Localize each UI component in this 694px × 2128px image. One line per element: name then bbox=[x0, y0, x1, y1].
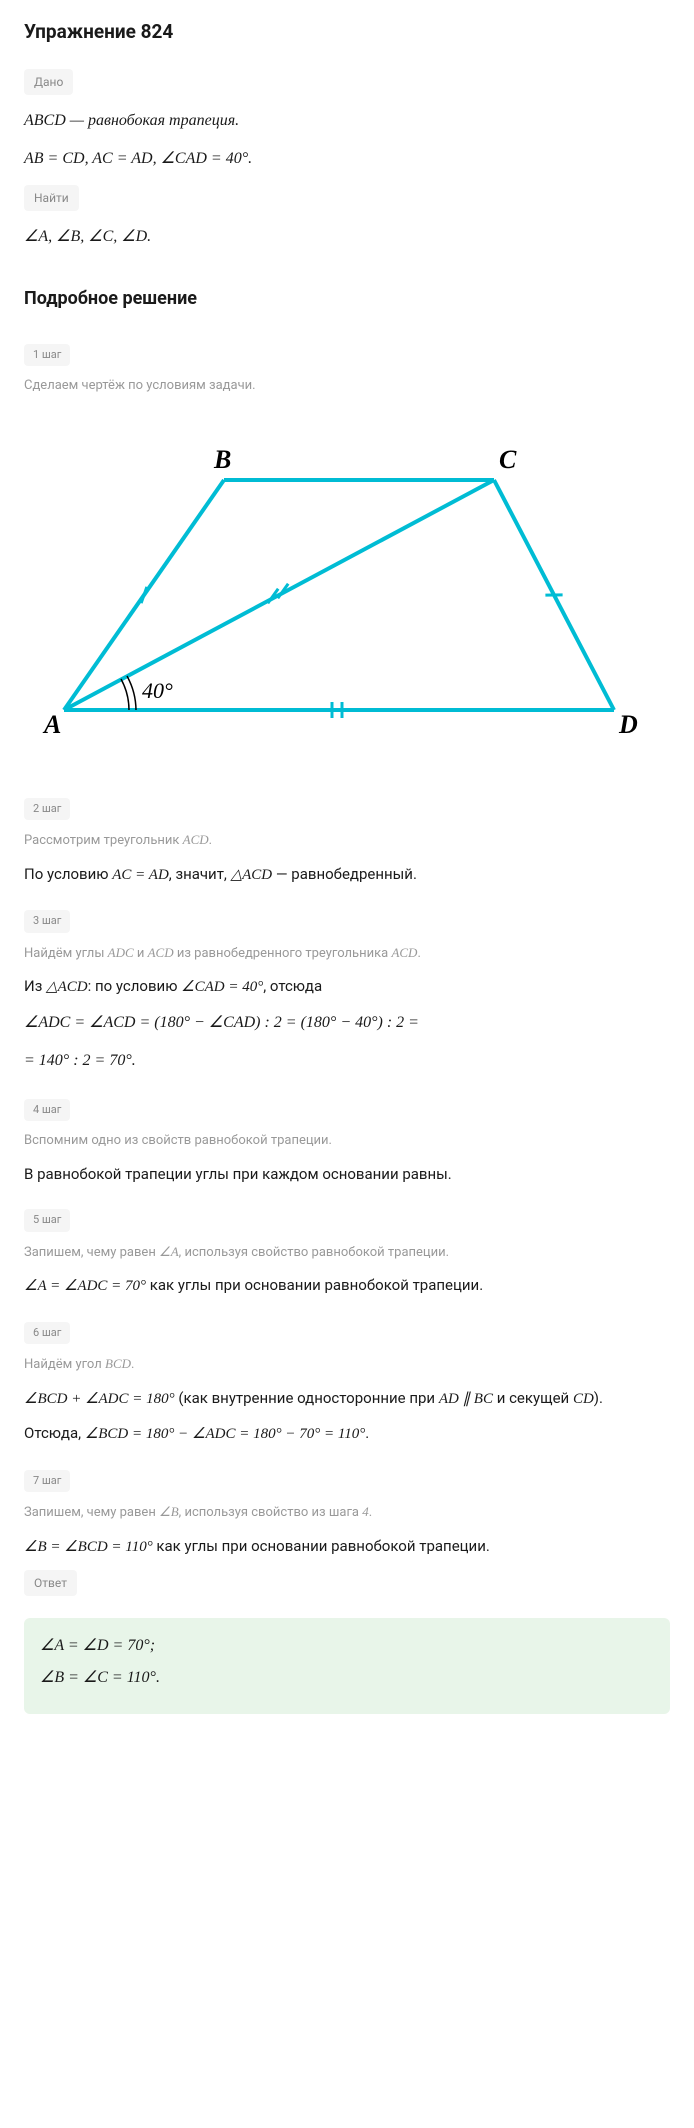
step-2-gray: Рассмотрим треугольник ACD. bbox=[24, 830, 670, 851]
find-label: Найти bbox=[24, 185, 79, 211]
vertex-d-label: D bbox=[618, 710, 638, 739]
step-5-gray: Запишем, чему равен ∠A, используя свойст… bbox=[24, 1242, 670, 1263]
step-2-text: По условию AC = AD, значит, △ACD — равно… bbox=[24, 863, 670, 887]
step-4-text: В равнобокой трапеции углы при каждом ос… bbox=[24, 1163, 670, 1186]
step-1-gray: Сделаем чертёж по условиям задачи. bbox=[24, 376, 670, 396]
vertex-a-label: A bbox=[42, 710, 61, 739]
vertex-b-label: B bbox=[213, 445, 231, 474]
step-7-label: 7 шаг bbox=[24, 1470, 70, 1493]
step-2-label: 2 шаг bbox=[24, 798, 70, 821]
step-3-line-3: = 140° : 2 = 70°. bbox=[24, 1049, 670, 1073]
answer-line-2: ∠B = ∠C = 110°. bbox=[40, 1666, 654, 1690]
given-line-1: ABCD — равнобокая трапеция. bbox=[24, 109, 670, 133]
step-4-gray: Вспомним одно из свойств равнобокой трап… bbox=[24, 1131, 670, 1151]
step-3-line-1: Из △ACD: по условию ∠CAD = 40°, отсюда bbox=[24, 975, 670, 999]
step-6-gray: Найдём угол BCD. bbox=[24, 1354, 670, 1375]
vertex-c-label: C bbox=[499, 445, 517, 474]
answer-box: ∠A = ∠D = 70°; ∠B = ∠C = 110°. bbox=[24, 1618, 670, 1714]
answer-label: Ответ bbox=[24, 1570, 77, 1596]
step-4-label: 4 шаг bbox=[24, 1099, 70, 1122]
tick-cd bbox=[545, 586, 562, 602]
step-3-line-2: ∠ADC = ∠ACD = (180° − ∠CAD) : 2 = (180° … bbox=[24, 1011, 670, 1035]
given-line-2: AB = CD, AC = AD, ∠CAD = 40°. bbox=[24, 147, 670, 171]
step-5-label: 5 шаг bbox=[24, 1209, 70, 1232]
step-3-gray: Найдём углы ADC и ACD из равнобедренного… bbox=[24, 943, 670, 964]
step-7-gray: Запишем, чему равен ∠B, используя свойст… bbox=[24, 1502, 670, 1523]
step-6-label: 6 шаг bbox=[24, 1322, 70, 1345]
step-3-label: 3 шаг bbox=[24, 910, 70, 933]
answer-line-1: ∠A = ∠D = 70°; bbox=[40, 1634, 654, 1658]
given-label: Дано bbox=[24, 69, 73, 95]
step-6-line-2: Отсюда, ∠BCD = 180° − ∠ADC = 180° − 70° … bbox=[24, 1422, 670, 1446]
step-1-label: 1 шаг bbox=[24, 344, 70, 367]
trapezoid-diagram: 40° A B C D bbox=[24, 420, 670, 750]
step-6-line-1: ∠BCD + ∠ADC = 180° (как внутренние однос… bbox=[24, 1387, 670, 1411]
exercise-title: Упражнение 824 bbox=[24, 18, 670, 47]
solution-heading: Подробное решение bbox=[24, 285, 670, 312]
angle-arc bbox=[121, 679, 129, 710]
step-7-text: ∠B = ∠BCD = 110° как углы при основании … bbox=[24, 1535, 670, 1559]
find-line-1: ∠A, ∠B, ∠C, ∠D. bbox=[24, 225, 670, 249]
angle-label: 40° bbox=[142, 678, 173, 703]
step-5-text: ∠A = ∠ADC = 70° как углы при основании р… bbox=[24, 1274, 670, 1298]
